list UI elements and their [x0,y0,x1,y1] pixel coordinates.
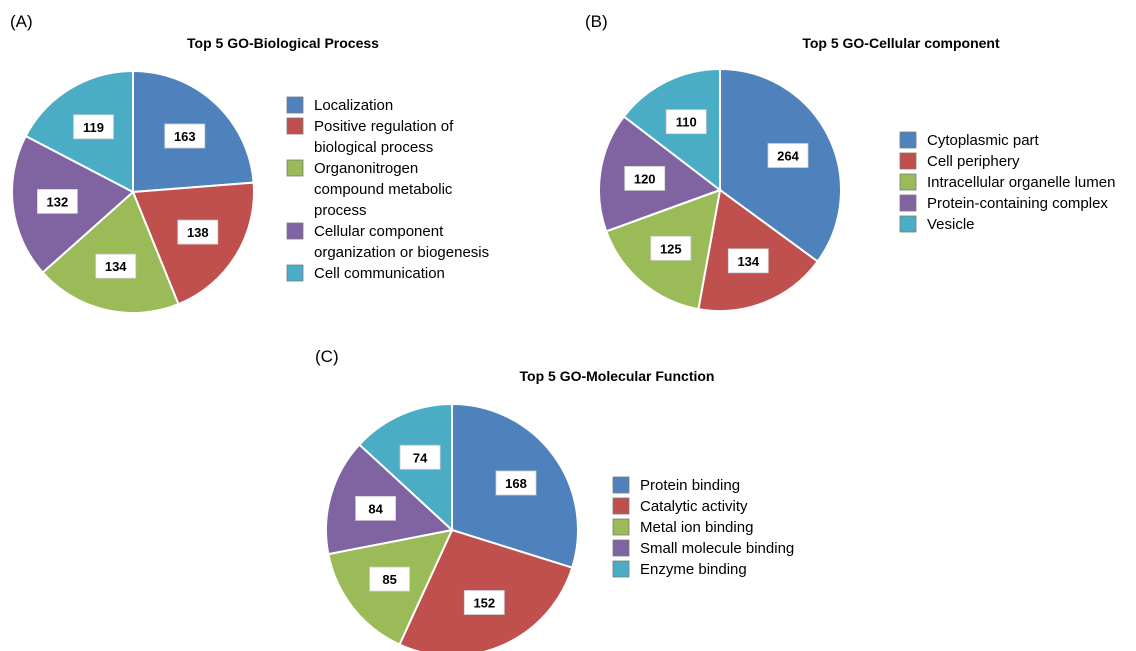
data-label-b-2: 134 [737,254,759,269]
data-label-box-b-3 [650,235,692,261]
legend-label-b-3: Intracellular organelle lumen [927,174,1115,191]
legend-swatch-c-5 [612,560,630,578]
legend-label-c-2: Catalytic activity [640,498,748,515]
data-label-b-5: 110 [676,115,697,130]
data-label-c-3: 85 [382,572,396,587]
legend-label-a-4: Cellular component organization or biogen… [314,223,489,261]
panel-letter-b: (B) [585,12,608,31]
chart-title-a: Top 5 GO-Biological Process [187,35,379,51]
legend-label-c-5: Enzyme binding [640,561,747,578]
data-label-b-3: 125 [660,241,682,256]
data-label-a-1: 163 [174,129,196,144]
legend-swatch-a-3 [286,159,304,177]
legend-swatch-a-5 [286,264,304,282]
legend-label-b-4: Protein-containing complex [927,195,1108,212]
pie-panel-a: (A) Top 5 GO-Biological Process 163 138 134 1… [10,12,489,314]
legend-swatch-b-2 [899,152,917,170]
pie-panel-c: (C) Top 5 GO-Molecular Function 168 152 85 84… [315,347,794,651]
legend-swatch-c-4 [612,539,630,557]
legend-swatch-b-5 [899,215,917,233]
chart-title-c: Top 5 GO-Molecular Function [520,368,715,384]
legend-a: Localization Positive regulation of biolog… [286,96,489,282]
chart-title-b: Top 5 GO-Cellular component [802,35,1000,51]
data-label-box-b-1 [767,143,809,168]
data-label-box-c-1 [495,470,537,496]
legend-swatch-b-4 [899,194,917,212]
pie-panel-b: (B) Top 5 GO-Cellular component 264 134 125 1… [585,12,1115,312]
legend-label-c-4: Small molecule binding [640,540,794,557]
legend-label-c-3: Metal ion binding [640,519,753,536]
data-label-box-a-4 [37,188,78,214]
data-label-a-2: 138 [187,225,209,240]
data-label-b-1: 264 [777,149,799,164]
data-label-box-c-5 [399,444,441,470]
data-label-box-c-2 [463,590,505,615]
data-label-box-a-5 [73,114,114,140]
data-label-box-b-2 [727,248,769,274]
panel-letter-c: (C) [315,347,339,366]
pie-slice-a-3 [41,190,180,314]
legend-c: Protein binding Catalytic activity Metal i… [612,476,794,578]
data-label-c-4: 84 [368,501,383,516]
legend-label-a-5: Cell communication [314,265,445,282]
legend-swatch-b-1 [899,131,917,149]
data-label-a-5: 119 [83,120,104,135]
data-label-box-a-3 [95,253,137,279]
legend-swatch-c-1 [612,476,630,494]
data-label-box-c-3 [369,566,411,592]
legend-swatch-a-1 [286,96,304,114]
legend-swatch-c-2 [612,497,630,515]
legend-label-a-1: Localization [314,97,393,114]
data-label-c-1: 168 [505,476,527,491]
data-label-box-b-5 [665,109,707,135]
data-label-a-4: 132 [47,194,69,209]
legend-label-a-2: Positive regulation of biological process [314,118,454,156]
panel-letter-a: (A) [10,12,33,31]
legend-b: Cytoplasmic part Cell periphery Intracellu… [899,131,1115,233]
legend-label-b-1: Cytoplasmic part [927,132,1040,149]
data-label-c-5: 74 [413,450,428,465]
data-label-box-a-1 [164,123,206,149]
data-label-box-c-4 [355,495,397,521]
data-label-a-3: 134 [105,259,127,274]
legend-label-b-5: Vesicle [927,216,975,233]
legend-swatch-a-4 [286,222,304,240]
legend-swatch-c-3 [612,518,630,536]
legend-label-c-1: Protein binding [640,477,740,494]
legend-swatch-a-2 [286,117,304,135]
data-label-b-4: 120 [634,171,656,186]
data-label-box-b-4 [624,165,666,191]
legend-swatch-b-3 [899,173,917,191]
data-label-c-2: 152 [473,596,495,611]
legend-label-a-3: Organonitrogen compound metabolic process [314,160,453,219]
legend-label-b-2: Cell periphery [927,153,1020,170]
data-label-box-a-2 [177,219,219,245]
